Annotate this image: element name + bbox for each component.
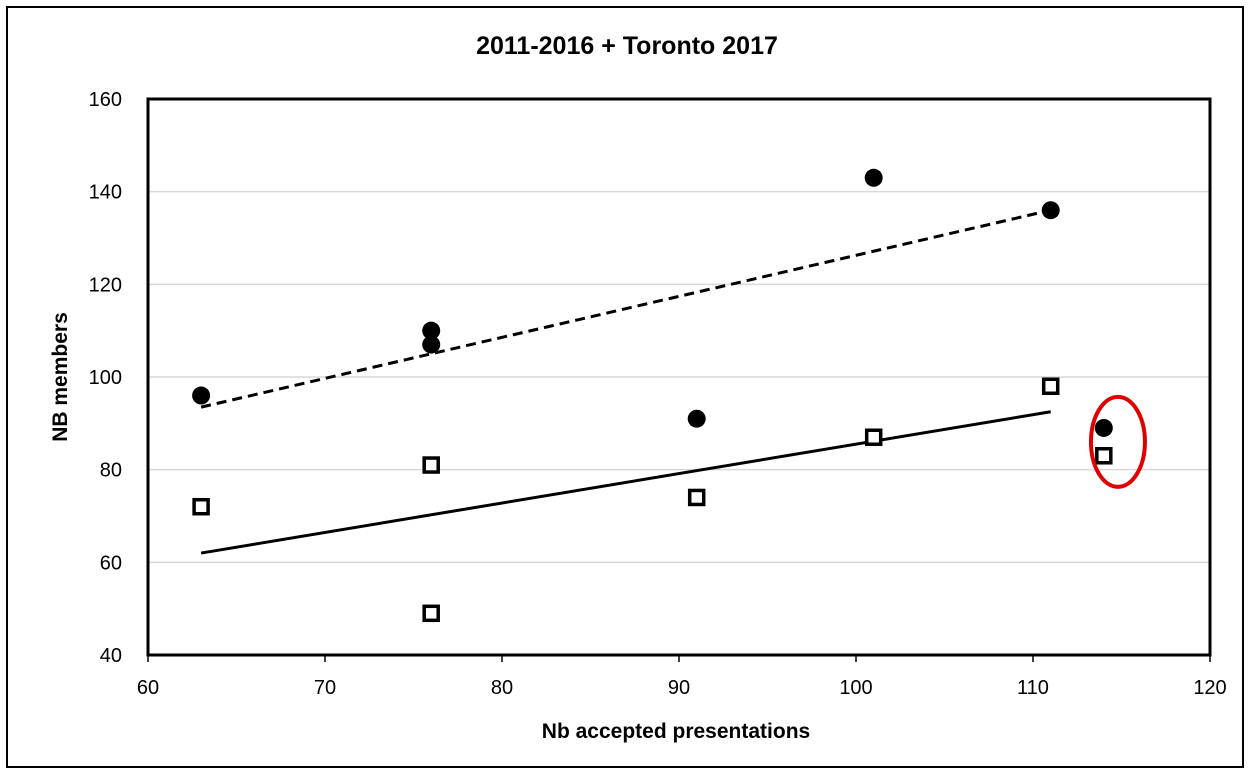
x-tick-label: 120 bbox=[1193, 677, 1226, 699]
annotations bbox=[1088, 394, 1147, 489]
gridlines bbox=[148, 190, 1210, 564]
trendlines bbox=[200, 208, 1052, 555]
circle-point bbox=[1094, 418, 1113, 437]
square-point bbox=[192, 497, 210, 516]
y-tick-label: 140 bbox=[89, 182, 122, 204]
data-points bbox=[192, 168, 1113, 623]
circle-point bbox=[864, 168, 883, 187]
x-tick-label: 100 bbox=[839, 677, 872, 699]
y-tick-label: 40 bbox=[100, 645, 122, 667]
square-point bbox=[687, 488, 706, 507]
circle-point bbox=[422, 321, 441, 340]
x-tick-label: 90 bbox=[668, 677, 690, 699]
y-axis-title: NB members bbox=[49, 312, 72, 442]
square-point bbox=[1041, 377, 1060, 396]
highlight-ellipse bbox=[1088, 394, 1147, 489]
circle-point bbox=[192, 386, 211, 405]
dashed-trendline bbox=[200, 208, 1052, 409]
chart-frame bbox=[6, 6, 1244, 768]
circle-point bbox=[422, 335, 441, 354]
y-tick-label: 100 bbox=[89, 367, 122, 389]
square-point bbox=[422, 456, 440, 474]
chart-title: 2011-2016 + Toronto 2017 bbox=[476, 32, 778, 60]
circle-point bbox=[687, 409, 706, 428]
square-point bbox=[422, 604, 440, 623]
x-tick-label: 80 bbox=[491, 677, 513, 699]
x-tick-label: 70 bbox=[314, 677, 336, 699]
x-axis-title: Nb accepted presentations bbox=[542, 720, 810, 743]
circle-point bbox=[1041, 201, 1060, 220]
y-tick-label: 60 bbox=[100, 552, 122, 574]
square-point bbox=[1095, 447, 1113, 465]
y-tick-label: 160 bbox=[89, 89, 122, 111]
y-tick-label: 120 bbox=[89, 274, 122, 296]
x-tick-label: 110 bbox=[1017, 677, 1049, 699]
y-tick-label: 80 bbox=[100, 460, 122, 482]
solid-trendline bbox=[200, 410, 1051, 555]
axis-ticks: 40 60 80 100 120 140 160 60 70 80 90 100 110 120 bbox=[89, 89, 1227, 699]
x-tick-label: 60 bbox=[137, 677, 159, 699]
square-point bbox=[864, 428, 883, 446]
